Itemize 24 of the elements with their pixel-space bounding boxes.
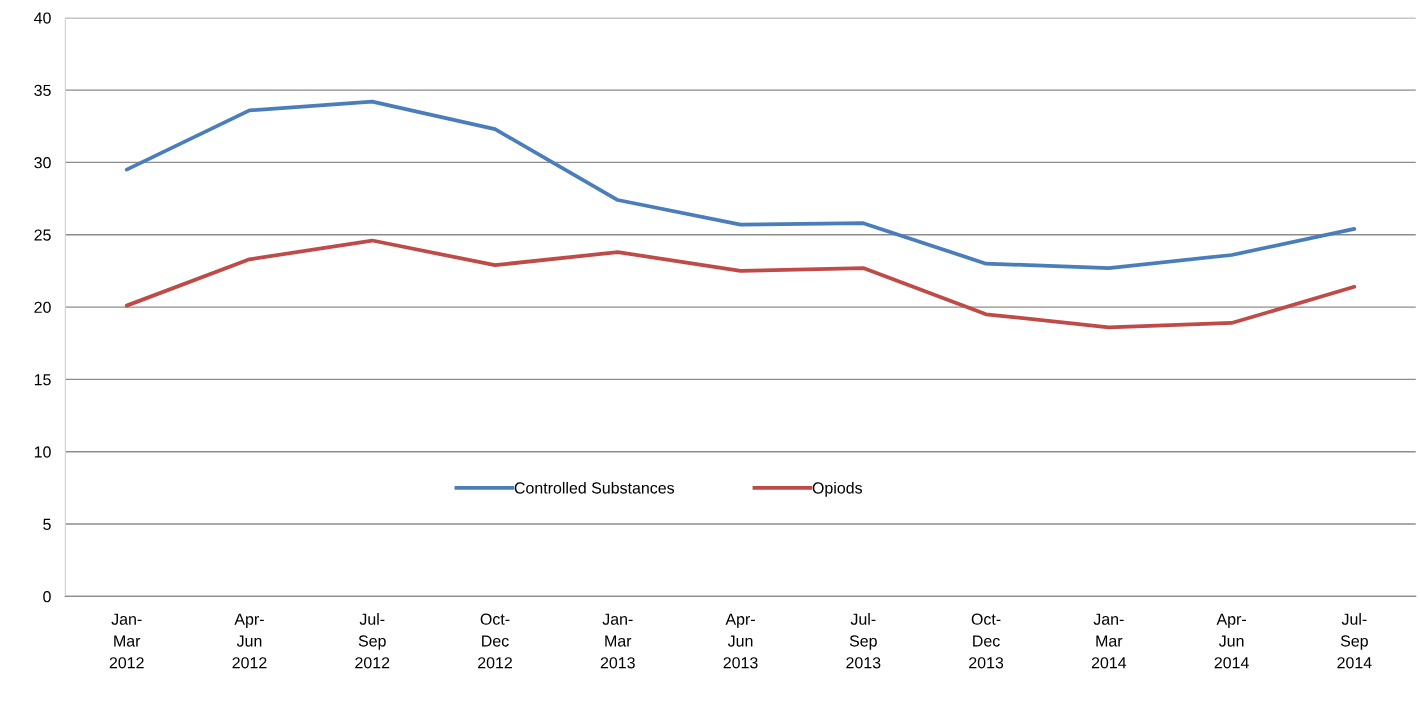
legend-label: Opiods (812, 481, 863, 497)
x-tick-label: Jul- Sep 2012 (355, 613, 390, 669)
line-series (124, 99, 1357, 270)
y-tick-label: 5 (43, 518, 51, 531)
y-tick-label: 10 (34, 446, 51, 458)
y-tick-label: 15 (34, 374, 51, 386)
x-tick-label: Jan- Mar 2013 (600, 613, 635, 669)
x-tick-label: Apr- Jun 2014 (1214, 613, 1249, 669)
y-tick-label: 0 (43, 591, 51, 603)
x-tick-label: Jan- Mar 2014 (1091, 613, 1127, 669)
legend-label: Controlled Substances (514, 481, 675, 494)
x-tick-label: Apr- Jun 2012 (232, 613, 267, 669)
y-tick-label: 40 (34, 12, 51, 24)
y-tick-label: 25 (34, 229, 51, 241)
x-tick-label: Oct- Dec 2013 (969, 613, 1004, 669)
y-tick-label: 35 (34, 84, 51, 97)
x-tick-label: Jul- Sep 2013 (846, 613, 881, 669)
x-tick-label: Oct- Dec 2012 (478, 613, 512, 669)
x-tick-label: Jul- Sep 2014 (1337, 613, 1372, 669)
y-tick-label: 30 (34, 157, 51, 169)
y-tick-label: 20 (34, 301, 51, 314)
line-series (124, 238, 1357, 330)
x-tick-label: Jan- Mar 2012 (109, 613, 144, 669)
x-tick-label: Apr- Jun 2013 (723, 613, 758, 669)
